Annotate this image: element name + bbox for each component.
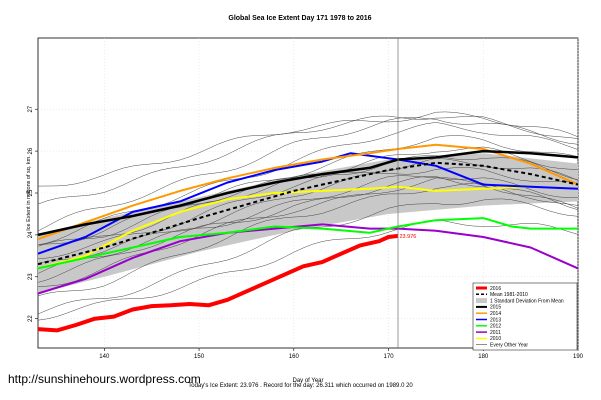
x-tick-label: 140	[99, 354, 110, 360]
chart-title: Global Sea Ice Extent Day 171 1978 to 20…	[228, 15, 371, 22]
x-tick-label: 150	[194, 354, 205, 360]
x-axis-label: Day of Year	[292, 378, 323, 384]
footer-caption: Today's Ice Extent: 23.976 . Record for …	[188, 383, 413, 389]
watermark-url: http://sunshinehours.wordpress.com	[8, 372, 201, 386]
legend-label: 2011	[490, 330, 501, 336]
x-tick-label: 170	[384, 354, 395, 360]
current-value-label: 23.976	[400, 234, 417, 240]
series-line-2012	[37, 217, 578, 270]
legend-label: 2016	[490, 286, 501, 292]
other-year-line	[37, 122, 579, 246]
x-tick-label: 190	[573, 354, 584, 360]
x-tick-label: 160	[289, 354, 300, 360]
legend-label: 2015	[490, 305, 501, 311]
other-year-line	[37, 176, 579, 283]
other-year-line	[37, 219, 579, 321]
legend-box	[472, 282, 578, 351]
other-year-line	[37, 115, 579, 205]
std-dev-area	[38, 153, 578, 294]
legend-label: Mean 1981-2010	[490, 292, 528, 298]
y-tick-label: 24	[28, 231, 34, 238]
y-tick-label: 26	[28, 147, 34, 154]
y-tick-label: 25	[28, 189, 34, 196]
legend-label: 1 Standard Deviation From Mean	[490, 298, 564, 304]
other-year-line	[37, 111, 579, 187]
legend-label: 2012	[490, 324, 501, 330]
legend-label: Every Other Year	[490, 343, 528, 349]
y-tick-label: 23	[28, 273, 34, 280]
y-tick-label: 27	[28, 105, 34, 112]
series-line-2011	[37, 223, 579, 295]
x-tick-label: 180	[478, 354, 489, 360]
other-year-line	[37, 175, 579, 274]
legend-label: 2013	[490, 317, 501, 323]
y-tick-label: 22	[28, 315, 34, 322]
y-axis-ticks: 22 23 24 25 26 27	[28, 105, 38, 322]
legend-label: 2014	[490, 311, 501, 317]
series-line-2014	[37, 143, 579, 241]
series-line-2010	[37, 185, 531, 270]
series-line-2015	[37, 149, 579, 237]
std-dev-band	[38, 153, 578, 294]
y-axis-label: Ice Extent in millions of sq. km.	[26, 155, 32, 231]
series-line-2016	[37, 233, 399, 333]
series-line-2013	[37, 152, 579, 255]
legend-label: 2010	[490, 336, 501, 342]
series-lines	[37, 143, 579, 333]
grid	[38, 38, 579, 348]
other-year-line	[37, 117, 579, 232]
series-line-mean-1981-2010	[37, 161, 579, 266]
other-year-line	[37, 135, 579, 246]
